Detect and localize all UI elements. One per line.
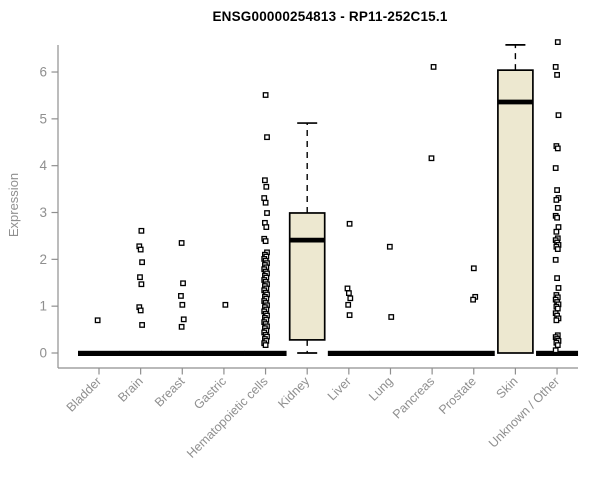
outlier-point xyxy=(554,187,560,193)
x-tick-label: Lung xyxy=(366,374,396,404)
box xyxy=(288,212,326,341)
outlier-point xyxy=(178,240,185,246)
x-tick-label: Prostate xyxy=(436,374,479,417)
x-tick-label: Skin xyxy=(493,374,520,401)
x-tick-label: Unknown / Other xyxy=(486,374,562,450)
outlier-point xyxy=(345,301,352,308)
zero-median-bar xyxy=(119,350,162,356)
outlier-point xyxy=(180,316,187,323)
outlier-point xyxy=(179,301,186,308)
x-tick-label: Gastric xyxy=(191,374,229,412)
outlier-point xyxy=(553,197,560,203)
y-tick-label: 0 xyxy=(39,346,47,361)
outlier-point xyxy=(554,204,561,211)
outlier-point xyxy=(470,296,477,303)
outlier-point xyxy=(262,199,269,206)
zero-median-bar xyxy=(244,350,287,356)
outlier-point xyxy=(553,228,560,235)
outlier-point xyxy=(262,342,269,348)
x-tick-label: Bladder xyxy=(64,374,104,414)
outlier-point xyxy=(555,285,562,291)
zero-median-bar xyxy=(78,350,120,356)
outlier-point xyxy=(554,145,561,152)
outlier-point xyxy=(428,155,435,162)
y-tick-label: 3 xyxy=(39,205,47,220)
zero-median-bar xyxy=(161,350,204,356)
zero-median-bar xyxy=(536,350,579,356)
y-tick-label: 1 xyxy=(39,299,47,314)
outlier-point xyxy=(139,322,145,328)
outlier-point xyxy=(347,295,354,302)
y-tick-label: 6 xyxy=(39,65,47,80)
x-tick-label: Breast xyxy=(152,374,188,410)
chart-title: ENSG00000254813 - RP11-252C15.1 xyxy=(212,9,448,24)
outlier-point xyxy=(138,281,145,288)
outlier-point xyxy=(552,64,559,70)
outlier-point xyxy=(263,183,270,190)
outlier-point xyxy=(261,195,268,201)
outlier-point xyxy=(139,259,145,266)
outlier-point xyxy=(262,238,269,245)
outlier-point xyxy=(552,256,559,263)
zero-median-bar xyxy=(452,350,495,356)
outlier-point xyxy=(264,134,270,141)
outlier-point xyxy=(263,224,270,230)
outlier-point xyxy=(178,323,185,330)
zero-median-bar xyxy=(327,350,370,356)
outlier-point xyxy=(180,280,186,287)
outlier-point xyxy=(222,301,229,308)
outlier-point xyxy=(262,177,268,184)
y-tick-label: 5 xyxy=(39,111,47,126)
x-tick-label: Pancreas xyxy=(390,374,437,421)
x-tick-label: Hematopoietic cells xyxy=(184,374,271,461)
zero-median-bar xyxy=(202,350,245,356)
outlier-point xyxy=(137,274,143,281)
outlier-point xyxy=(346,312,353,319)
y-tick-label: 2 xyxy=(39,252,47,267)
outlier-point xyxy=(552,165,559,171)
outlier-point xyxy=(554,305,561,312)
outlier-point xyxy=(138,227,145,234)
x-tick-label: Liver xyxy=(325,374,354,403)
zero-median-bar xyxy=(369,350,412,356)
outlier-point xyxy=(430,64,437,70)
outlier-point xyxy=(137,246,144,253)
outlier-point xyxy=(346,220,353,227)
x-tick-label: Kidney xyxy=(275,374,312,411)
outlier-point xyxy=(262,92,269,98)
outlier-point xyxy=(345,290,352,297)
outlier-point xyxy=(344,285,351,292)
outlier-point xyxy=(552,347,559,354)
outlier-point xyxy=(554,214,560,221)
y-tick-label: 4 xyxy=(39,158,47,173)
outlier-point xyxy=(264,210,270,216)
outlier-point xyxy=(554,246,561,252)
zero-median-bar xyxy=(411,350,454,356)
outlier-point xyxy=(555,224,562,230)
outlier-point xyxy=(554,39,561,45)
outlier-point xyxy=(386,243,393,250)
outlier-point xyxy=(137,307,144,314)
outlier-point xyxy=(553,317,560,324)
outlier-point xyxy=(555,112,562,119)
outlier-point xyxy=(388,314,395,320)
outlier-point xyxy=(470,265,477,272)
outlier-point xyxy=(178,293,184,299)
x-tick-label: Brain xyxy=(115,374,146,405)
outlier-point xyxy=(554,342,561,348)
box xyxy=(497,69,534,354)
outlier-point xyxy=(554,71,560,78)
outlier-point xyxy=(94,317,101,324)
outlier-point xyxy=(554,275,560,282)
